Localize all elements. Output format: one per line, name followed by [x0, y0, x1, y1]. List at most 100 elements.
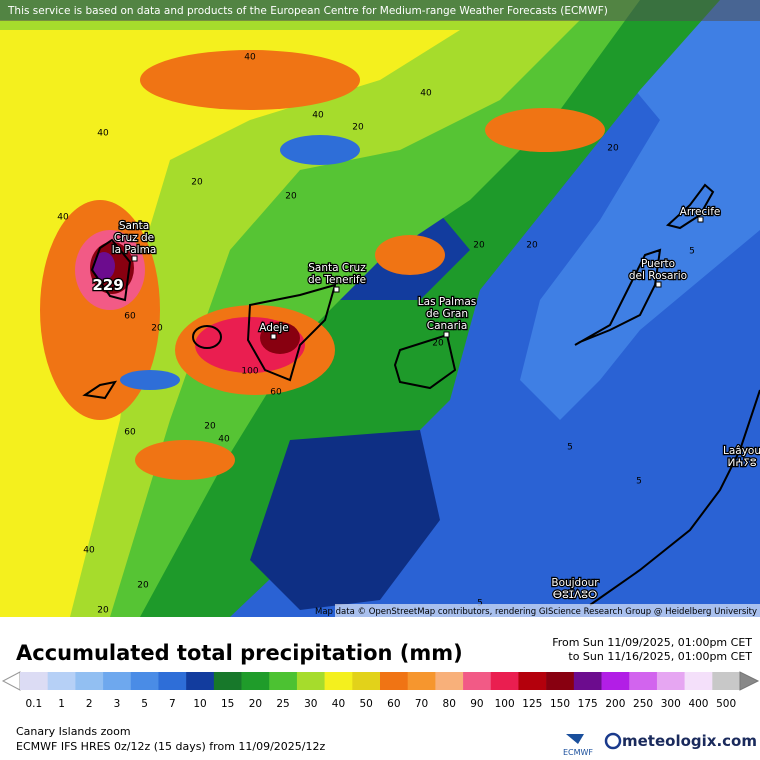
island-outline	[665, 183, 715, 230]
island-outline	[90, 238, 132, 302]
colorbar-label: 20	[249, 698, 262, 710]
colorbar-arrow	[739, 671, 760, 691]
city-markers	[131, 216, 704, 340]
contour-label: 5	[689, 247, 695, 257]
logo-icon	[566, 734, 584, 744]
colorbar-swatch	[407, 672, 436, 690]
colorbar-swatch	[629, 672, 658, 690]
field	[375, 235, 445, 275]
colorbar-swatch	[130, 672, 159, 690]
colorbar-label: 30	[304, 698, 317, 710]
logo-icon	[604, 732, 622, 750]
colorbar-swatch	[546, 672, 575, 690]
colorbar-label: 150	[550, 698, 570, 710]
attribution: Map data © OpenStreetMap contributors, r…	[315, 607, 757, 617]
colorbar-label: 90	[470, 698, 483, 710]
contour-label: 20	[526, 241, 538, 251]
contour-label: 20	[285, 192, 297, 202]
colorbar-label: 500	[716, 698, 736, 710]
city-marker	[131, 255, 138, 262]
contour-label: 5	[567, 443, 573, 453]
field	[0, 30, 460, 617]
max-value: 229	[92, 276, 123, 294]
colorbar-swatch	[490, 672, 519, 690]
period-to: to Sun 11/16/2025, 01:00pm CET	[568, 650, 752, 663]
contour-label: 20	[473, 241, 485, 251]
contour-label: 40	[244, 53, 256, 63]
place-label: Santa	[119, 220, 149, 232]
contour-label: 40	[218, 435, 230, 445]
place-label: de Tenerife	[308, 274, 366, 286]
colorbar-label: 125	[522, 698, 542, 710]
colorbar-label: 300	[661, 698, 681, 710]
colorbar-label: 100	[495, 698, 515, 710]
field	[485, 108, 605, 152]
field	[520, 0, 760, 420]
colorbar-swatch	[324, 672, 353, 690]
colorbar-swatch	[352, 672, 381, 690]
colorbar-swatch	[20, 672, 48, 690]
colorbar-swatch	[656, 672, 685, 690]
colorbar-swatch	[186, 672, 215, 690]
colorbar-label: 200	[605, 698, 625, 710]
contour-label: 20	[97, 606, 109, 616]
colorbar-label: 10	[193, 698, 206, 710]
place-label: de Gran	[426, 308, 468, 320]
colorbar-label: 1	[58, 698, 65, 710]
place-label: Arrecife	[680, 206, 721, 218]
contour-label: 60	[124, 428, 136, 438]
field	[280, 135, 360, 165]
logo-ecmwf: ECMWF	[563, 748, 593, 757]
notice: This service is based on data and produc…	[7, 5, 608, 17]
colorbar-swatch	[75, 672, 104, 690]
colorbar-label: 60	[387, 698, 400, 710]
place-label: Santa Cruz	[308, 262, 366, 274]
contour-label: 20	[151, 324, 163, 334]
colorbar-swatch	[573, 672, 602, 690]
colorbar-swatch	[296, 672, 325, 690]
contour-label: 60	[270, 388, 282, 398]
place-label: Boujdour	[551, 577, 599, 589]
colorbar-swatch	[213, 672, 242, 690]
contour-label: 100	[241, 367, 258, 377]
colorbar-swatch	[463, 672, 492, 690]
place-label: del Rosario	[629, 270, 687, 282]
contour-label: 60	[124, 312, 136, 322]
contour-label: 20	[137, 581, 149, 591]
colorbar-label: 70	[415, 698, 428, 710]
colorbar-label: 40	[332, 698, 345, 710]
colorbar-swatch	[684, 672, 713, 690]
contour-label: 20	[204, 422, 216, 432]
island-outline	[246, 283, 337, 382]
contour-label: 40	[420, 89, 432, 99]
colorbar-label: 3	[114, 698, 121, 710]
city-marker	[333, 286, 340, 293]
attribution-bar	[335, 604, 760, 617]
model-run: ECMWF IFS HRES 0z/12z (15 days) from 11/…	[16, 740, 326, 753]
island-outline	[82, 380, 118, 400]
city-marker	[697, 216, 704, 223]
field	[93, 252, 115, 280]
place-label: Laâyou	[723, 445, 760, 457]
contour-label: 40	[57, 213, 69, 223]
colorbar-label: 7	[169, 698, 176, 710]
place-label: Puerto	[641, 258, 675, 270]
colorbar-swatch	[712, 672, 741, 690]
colorbar: 0.1 1 2 3 5 7 10 15 20 25 30 40 50 60 70 80 90 100 125 150 1…	[1, 671, 760, 710]
field	[135, 440, 235, 480]
city-marker	[443, 331, 450, 338]
colorbar-label: 0.1	[25, 698, 42, 710]
contour-label: 40	[97, 129, 109, 139]
colorbar-swatch	[241, 672, 270, 690]
colorbar-arrow	[1, 671, 21, 691]
city-marker	[270, 333, 277, 340]
colorbar-label: 5	[141, 698, 148, 710]
title: Accumulated total precipitation (mm)	[16, 641, 463, 665]
colorbar-label: 25	[276, 698, 289, 710]
place-label: Adeje	[259, 322, 289, 334]
contour-label: 20	[432, 339, 444, 349]
